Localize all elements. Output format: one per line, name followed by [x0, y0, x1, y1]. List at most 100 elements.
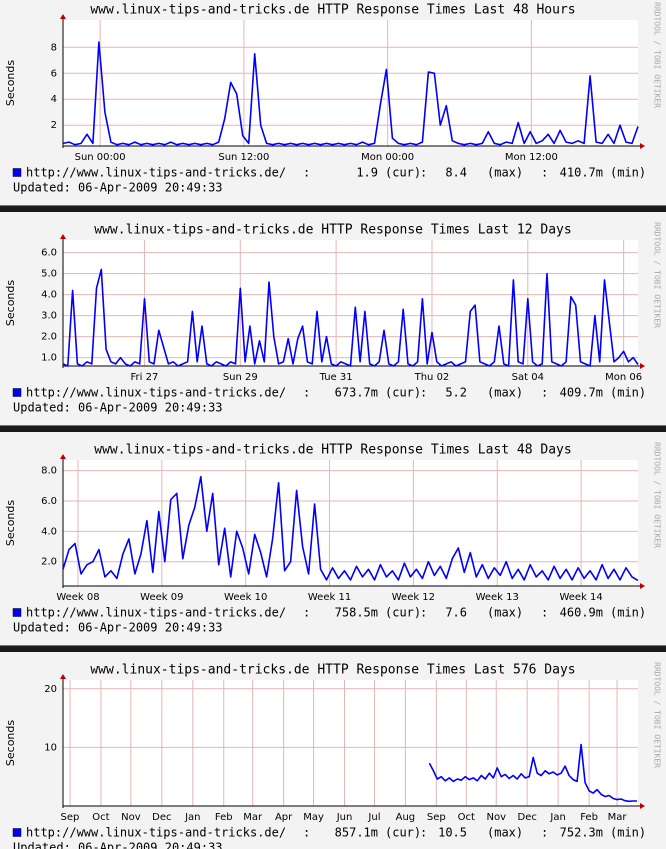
x-tick-label: Thu 02: [414, 372, 450, 383]
y-tick-label: 20: [44, 684, 57, 695]
legend-separator: :: [420, 166, 427, 180]
x-tick-label: Apr: [275, 812, 293, 823]
y-axis-label: Seconds: [4, 720, 17, 766]
panel-separator-edge: [0, 425, 666, 426]
updated-text: Updated: 06-Apr-2009 20:49:33: [13, 401, 223, 415]
y-tick-label: 3.0: [41, 311, 57, 322]
y-tick-label: 1.0: [41, 353, 57, 364]
x-tick-label: Mar: [608, 812, 628, 823]
x-tick-label: Jan: [549, 812, 565, 823]
x-tick-label: Sat 04: [512, 372, 544, 383]
x-tick-label: Sep: [61, 812, 80, 823]
y-tick-label: 8: [51, 42, 57, 53]
chart-title: www.linux-tips-and-tricks.de HTTP Respon…: [90, 3, 575, 18]
x-tick-label: May: [303, 812, 324, 823]
graph-panel: www.linux-tips-and-tricks.de HTTP Respon…: [0, 442, 666, 652]
x-tick-label: Fri 27: [131, 372, 159, 383]
legend-stat-label: (cur): [385, 826, 421, 840]
y-tick-label: 4: [51, 94, 57, 105]
y-tick-label: 4.0: [41, 290, 57, 301]
x-tick-label: Jun: [336, 812, 353, 823]
x-tick-label: Oct: [92, 812, 109, 823]
legend-stat-label: (min): [610, 166, 646, 180]
y-tick-label: 6.0: [41, 248, 57, 259]
y-tick-label: 2: [51, 120, 57, 131]
watermark: RRDTOOL / TOBI OETIKER: [653, 222, 662, 328]
x-tick-label: Mon 06: [605, 372, 642, 383]
legend-stat-value: 10.5: [438, 826, 467, 840]
watermark: RRDTOOL / TOBI OETIKER: [653, 442, 662, 548]
legend-stat-value: 7.6: [445, 606, 467, 620]
x-tick-label: Jul: [367, 812, 380, 823]
x-tick-label: Mar: [243, 812, 263, 823]
axis-arrow: [640, 583, 645, 589]
axis-arrow: [60, 234, 66, 239]
x-tick-label: Sep: [427, 812, 446, 823]
plot-area: [63, 680, 638, 806]
axis-arrow: [60, 674, 66, 679]
data-line: [428, 743, 637, 803]
legend-separator: :: [541, 386, 548, 400]
updated-text: Updated: 06-Apr-2009 20:49:33: [13, 621, 223, 635]
x-tick-label: Sun 12:00: [218, 152, 269, 163]
legend-separator: :: [541, 166, 548, 180]
watermark: RRDTOOL / TOBI OETIKER: [653, 662, 662, 768]
y-tick-label: 6.0: [41, 496, 57, 507]
x-tick-label: Dec: [152, 812, 171, 823]
chart-title: www.linux-tips-and-tricks.de HTTP Respon…: [90, 663, 575, 678]
panel-separator: [0, 425, 666, 432]
plot-area: [63, 240, 638, 366]
x-tick-label: Week 09: [140, 592, 183, 603]
x-tick-label: Dec: [518, 812, 537, 823]
panel-separator-edge: [0, 645, 666, 646]
legend-separator: :: [303, 606, 310, 620]
chart-title: www.linux-tips-and-tricks.de HTTP Respon…: [94, 223, 571, 238]
x-tick-label: Sun 00:00: [75, 152, 126, 163]
legend-stat-value: 5.2: [445, 386, 467, 400]
x-tick-label: Sun 29: [223, 372, 258, 383]
legend-stat-value: 410.7m: [560, 166, 603, 180]
y-tick-label: 5.0: [41, 269, 57, 280]
legend-stat-label: (min): [610, 606, 646, 620]
legend-swatch: [12, 168, 22, 177]
legend-stat-value: 409.7m: [560, 386, 603, 400]
legend-swatch: [12, 828, 22, 837]
legend-stat-value: 8.4: [445, 166, 467, 180]
x-tick-label: Aug: [396, 812, 416, 823]
x-tick-label: Mon 00:00: [361, 152, 414, 163]
updated-text: Updated: 06-Apr-2009 20:49:33: [13, 181, 223, 195]
legend-label: http://www.linux-tips-and-tricks.de/: [26, 166, 286, 180]
legend-separator: :: [541, 606, 548, 620]
y-axis-label: Seconds: [4, 280, 17, 326]
graph-panel: www.linux-tips-and-tricks.de HTTP Respon…: [0, 222, 666, 432]
x-tick-label: Tue 31: [319, 372, 353, 383]
legend-stat-label: (max): [487, 386, 523, 400]
x-tick-label: Week 12: [392, 592, 435, 603]
axis-arrow: [640, 143, 645, 149]
legend-separator: :: [303, 386, 310, 400]
legend-separator: :: [303, 826, 310, 840]
legend-stat-value: 460.9m: [560, 606, 603, 620]
x-tick-label: Week 11: [308, 592, 351, 603]
legend-stat-label: (cur): [385, 166, 421, 180]
x-tick-label: Week 10: [224, 592, 267, 603]
legend-stat-label: (max): [487, 826, 523, 840]
x-tick-label: Feb: [215, 812, 233, 823]
plot-area: [63, 20, 638, 146]
legend-stat-value: 857.1m: [335, 826, 378, 840]
graph-panel: www.linux-tips-and-tricks.de HTTP Respon…: [0, 2, 666, 212]
legend-stat-label: (min): [610, 386, 646, 400]
data-line: [62, 268, 639, 367]
y-tick-label: 8.0: [41, 466, 57, 477]
updated-text: Updated: 06-Apr-2009 20:49:33: [13, 841, 223, 849]
legend-separator: :: [420, 606, 427, 620]
x-tick-label: Week 13: [476, 592, 519, 603]
legend-separator: :: [420, 386, 427, 400]
y-tick-label: 4.0: [41, 526, 57, 537]
data-line: [62, 41, 639, 146]
watermark: RRDTOOL / TOBI OETIKER: [653, 2, 662, 108]
graph-panel: www.linux-tips-and-tricks.de HTTP Respon…: [4, 662, 662, 849]
axis-arrow: [60, 14, 66, 19]
y-tick-label: 10: [44, 742, 57, 753]
